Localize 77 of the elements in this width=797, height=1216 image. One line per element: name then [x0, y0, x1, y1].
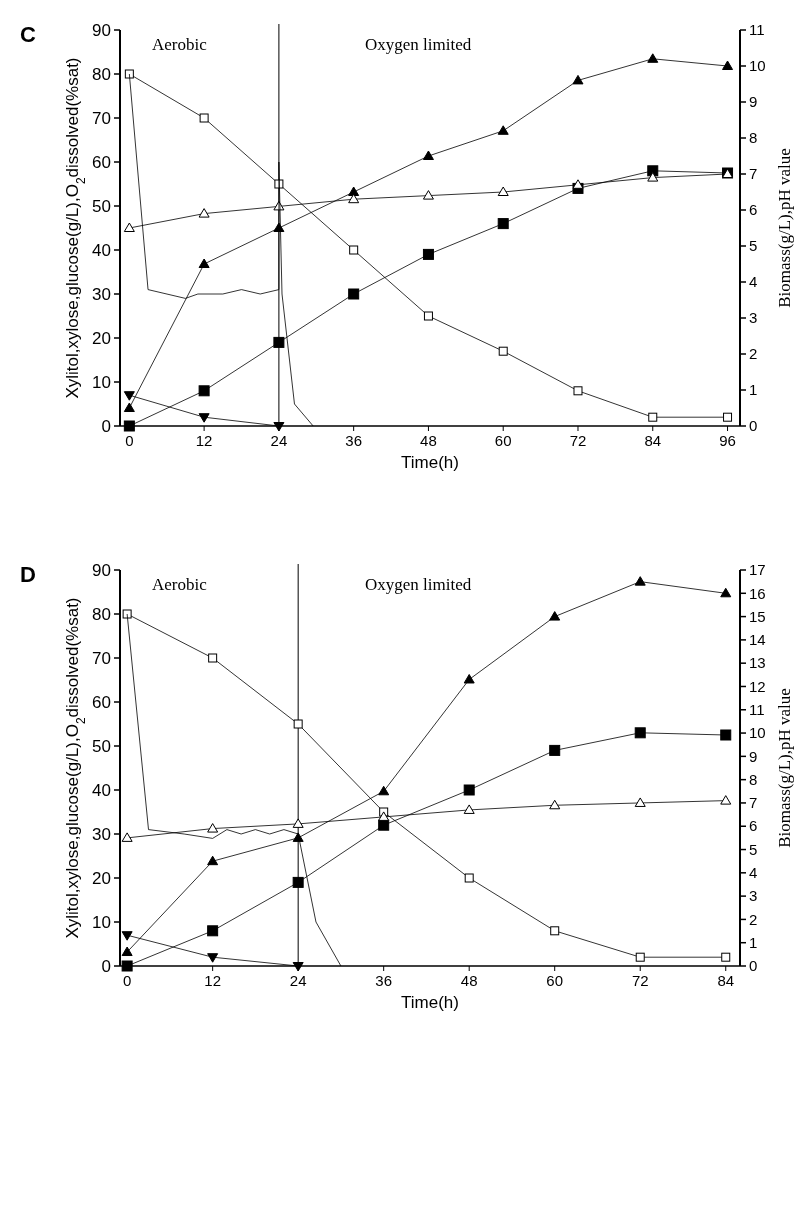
y-tick-label: 0 [101, 416, 111, 436]
y-tick-label: 30 [92, 284, 111, 304]
x-tick-label: 36 [345, 432, 363, 449]
y-tick-label: 80 [92, 604, 111, 624]
x-tick-label: 0 [122, 972, 132, 989]
y2-tick-label: 10 [749, 724, 766, 742]
x-tick-label: 84 [644, 432, 662, 449]
x-tick-label: 72 [569, 432, 587, 449]
y-tick-label: 10 [92, 912, 111, 932]
x-tick-label: 96 [719, 432, 736, 449]
y2-tick-label: 11 [749, 21, 765, 39]
y-tick-label: 0 [101, 956, 111, 976]
y2-tick-label: 15 [749, 607, 766, 625]
y-tick-label: 90 [92, 20, 111, 40]
x-tick-label: 84 [717, 972, 735, 989]
y-tick-label: 40 [92, 780, 111, 800]
y-tick-label: 60 [92, 152, 111, 172]
annotation: Aerobic [152, 35, 208, 54]
y-tick-label: 80 [92, 64, 111, 84]
x-tick-label: 12 [195, 432, 213, 449]
y-tick-label: 20 [92, 328, 111, 348]
y2-tick-label: 0 [749, 957, 758, 975]
y2-tick-label: 14 [749, 631, 766, 649]
y-tick-label: 30 [92, 824, 111, 844]
x-tick-label: 24 [289, 972, 307, 989]
y2-tick-label: 12 [749, 677, 766, 695]
y2-tick-label: 7 [749, 794, 758, 812]
x-tick-label: 24 [270, 432, 288, 449]
chart-title: D [20, 562, 36, 587]
y2-tick-label: 7 [749, 165, 758, 183]
x-tick-label: 60 [546, 972, 564, 989]
y-tick-label: 70 [92, 648, 111, 668]
y2-tick-label: 10 [749, 57, 766, 75]
y-tick-label: 90 [92, 560, 111, 580]
x-axis-title: Time(h) [401, 453, 459, 472]
annotation: Aerobic [152, 575, 208, 594]
x-axis-title: Time(h) [401, 993, 459, 1012]
y-tick-label: 40 [92, 240, 111, 260]
y-tick-label: 60 [92, 692, 111, 712]
y-tick-label: 50 [92, 196, 111, 216]
y2-tick-label: 16 [749, 584, 766, 602]
x-tick-label: 48 [460, 972, 478, 989]
y2-tick-label: 9 [749, 93, 758, 111]
y2-tick-label: 8 [749, 129, 758, 147]
chart-title: C [20, 22, 36, 47]
annotation: Oxygen limited [365, 575, 472, 594]
x-tick-label: 48 [420, 432, 437, 449]
x-tick-label: 36 [375, 972, 393, 989]
y2-tick-label: 3 [749, 309, 758, 327]
y2-axis-title: Biomass(g/L),pH value [775, 688, 794, 848]
y2-tick-label: 2 [749, 345, 758, 363]
y2-tick-label: 6 [749, 817, 758, 835]
y2-tick-label: 13 [749, 654, 766, 672]
y2-tick-label: 6 [749, 201, 758, 219]
x-tick-label: 12 [204, 972, 221, 989]
y-tick-label: 20 [92, 868, 111, 888]
y2-tick-label: 2 [749, 910, 758, 928]
y2-tick-label: 1 [749, 381, 758, 399]
y2-tick-label: 0 [749, 417, 758, 435]
annotation: Oxygen limited [365, 35, 472, 54]
y2-tick-label: 5 [749, 237, 758, 255]
x-tick-label: 0 [125, 432, 134, 449]
y-tick-label: 50 [92, 736, 111, 756]
y2-tick-label: 4 [749, 864, 758, 882]
y2-tick-label: 1 [749, 933, 758, 951]
y-tick-label: 70 [92, 108, 111, 128]
y2-tick-label: 11 [749, 701, 765, 719]
y2-tick-label: 17 [749, 561, 766, 579]
y2-tick-label: 4 [749, 273, 758, 291]
y2-tick-label: 8 [749, 770, 758, 788]
y2-tick-label: 9 [749, 747, 758, 765]
y2-tick-label: 3 [749, 887, 758, 905]
x-tick-label: 72 [631, 972, 649, 989]
x-tick-label: 60 [494, 432, 512, 449]
y2-axis-title: Biomass(g/L),pH value [775, 148, 794, 308]
y-tick-label: 10 [92, 372, 111, 392]
y2-tick-label: 5 [749, 840, 758, 858]
